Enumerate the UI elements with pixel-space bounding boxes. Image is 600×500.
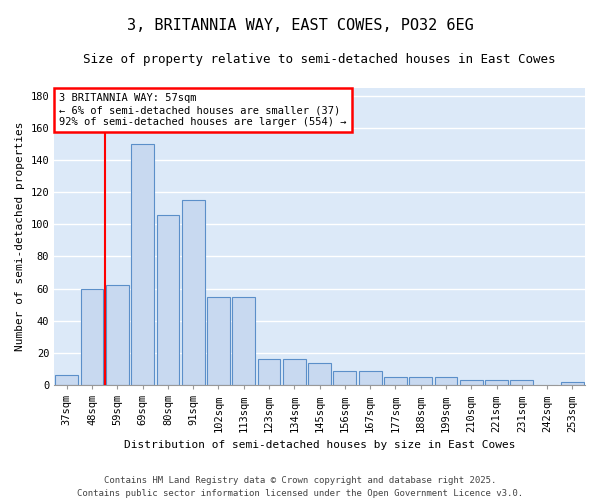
Bar <box>131 144 154 385</box>
Bar <box>359 370 382 385</box>
Bar <box>81 288 103 385</box>
Bar <box>460 380 482 385</box>
Text: 3 BRITANNIA WAY: 57sqm
← 6% of semi-detached houses are smaller (37)
92% of semi: 3 BRITANNIA WAY: 57sqm ← 6% of semi-deta… <box>59 94 347 126</box>
Bar <box>157 214 179 385</box>
Bar <box>384 377 407 385</box>
Bar <box>207 296 230 385</box>
Bar <box>561 382 584 385</box>
X-axis label: Distribution of semi-detached houses by size in East Cowes: Distribution of semi-detached houses by … <box>124 440 515 450</box>
Bar <box>334 370 356 385</box>
Text: 3, BRITANNIA WAY, EAST COWES, PO32 6EG: 3, BRITANNIA WAY, EAST COWES, PO32 6EG <box>127 18 473 32</box>
Bar <box>232 296 255 385</box>
Bar <box>55 376 78 385</box>
Y-axis label: Number of semi-detached properties: Number of semi-detached properties <box>15 122 25 351</box>
Title: Size of property relative to semi-detached houses in East Cowes: Size of property relative to semi-detach… <box>83 52 556 66</box>
Bar <box>409 377 432 385</box>
Bar <box>308 362 331 385</box>
Bar <box>106 286 129 385</box>
Bar <box>257 360 280 385</box>
Bar <box>434 377 457 385</box>
Bar <box>283 360 305 385</box>
Bar <box>485 380 508 385</box>
Bar <box>182 200 205 385</box>
Text: Contains HM Land Registry data © Crown copyright and database right 2025.
Contai: Contains HM Land Registry data © Crown c… <box>77 476 523 498</box>
Bar <box>511 380 533 385</box>
